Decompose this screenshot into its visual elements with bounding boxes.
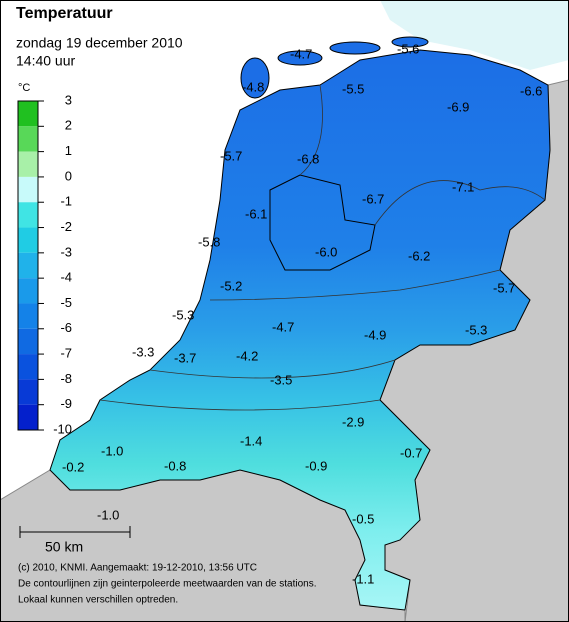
station-value: -4.7 — [272, 319, 294, 334]
legend-tick-label: -10 — [53, 421, 72, 436]
netherlands — [49, 49, 551, 611]
station-value: -6.0 — [315, 244, 337, 259]
station-value: -0.9 — [305, 458, 327, 473]
legend-tick-label: -6 — [60, 320, 72, 335]
station-value: -4.9 — [364, 327, 386, 342]
scale-label: 50 km — [45, 539, 83, 555]
legend-swatch — [18, 227, 38, 253]
legend-tick-label: -5 — [60, 295, 72, 310]
footer-line: (c) 2010, KNMI. Aangemaakt: 19-12-2010, … — [18, 563, 257, 574]
station-value: -0.2 — [62, 459, 84, 474]
legend-tick-label: 2 — [65, 118, 72, 133]
station-value: -0.5 — [352, 511, 374, 526]
station-value: -1.4 — [240, 433, 262, 448]
legend-swatch — [18, 202, 38, 228]
legend-swatch — [18, 328, 38, 355]
station-value: -1.1 — [352, 571, 374, 586]
station-value: -0.8 — [164, 458, 186, 473]
legend-frame — [17, 100, 39, 431]
station-value: -6.8 — [297, 151, 319, 166]
station-value: -5.8 — [198, 234, 220, 249]
station-value: -3.7 — [174, 350, 196, 365]
legend-swatch — [18, 404, 38, 430]
legend-swatch — [18, 126, 38, 152]
legend-swatch — [18, 379, 38, 405]
station-value: -3.3 — [132, 344, 154, 359]
ijsselmeer — [269, 174, 376, 271]
station-value: -5.5 — [342, 81, 364, 96]
legend-swatch — [18, 303, 38, 329]
legend-tick-label: -7 — [60, 346, 72, 361]
station-value: -0.7 — [400, 445, 422, 460]
station-value: -6.7 — [362, 191, 384, 206]
station-value: -5.7 — [493, 280, 515, 295]
station-value: -5.7 — [220, 148, 242, 163]
station-value: -6.1 — [245, 206, 267, 221]
legend-tick-label: 0 — [65, 168, 72, 183]
legend-swatch — [18, 354, 38, 380]
legend-swatch — [18, 252, 38, 279]
sea-north — [380, 0, 569, 70]
contour — [99, 84, 546, 411]
island — [391, 36, 429, 48]
legend-swatch — [18, 151, 38, 177]
legend-tick-label: -3 — [60, 244, 72, 259]
station-value: -1.0 — [97, 507, 119, 522]
legend-tick-label: 1 — [65, 143, 72, 158]
footer: (c) 2010, KNMI. Aangemaakt: 19-12-2010, … — [18, 563, 317, 606]
legend-tick-label: -8 — [60, 371, 72, 386]
legend-swatch — [18, 101, 38, 127]
legend-tick-label: -4 — [60, 270, 72, 285]
footer-line: De contourlijnen zijn geinterpoleerde me… — [18, 579, 317, 590]
island — [277, 50, 323, 66]
island — [240, 57, 270, 99]
station-value: -4.8 — [242, 79, 264, 94]
station-value: -5.3 — [465, 322, 487, 337]
time: 14:40 uur — [16, 53, 75, 69]
station-value: -1.0 — [101, 443, 123, 458]
station-value: -5.3 — [172, 307, 194, 322]
legend-tick-label: -9 — [60, 396, 72, 411]
title: Temperatuur — [16, 5, 113, 22]
station-value: -6.9 — [447, 99, 469, 114]
footer-line: Lokaal kunnen verschillen optreden. — [18, 595, 178, 606]
legend-swatch — [18, 176, 38, 203]
legend-tick-label: 3 — [65, 92, 72, 107]
station-value: -2.9 — [342, 414, 364, 429]
legend-tick-label: -1 — [60, 194, 72, 209]
station-value: -7.1 — [452, 179, 474, 194]
legend-tick-label: -2 — [60, 219, 72, 234]
station-value: -4.7 — [290, 46, 312, 61]
station-value: -6.6 — [520, 83, 542, 98]
station-value: -3.5 — [270, 372, 292, 387]
island — [329, 41, 381, 55]
date: zondag 19 december 2010 — [16, 35, 183, 51]
unit: °C — [18, 82, 30, 94]
station-value: -4.2 — [236, 348, 258, 363]
station-value: -5.6 — [397, 41, 419, 56]
station-value: -5.2 — [220, 278, 242, 293]
station-value: -6.2 — [408, 248, 430, 263]
legend-swatch — [18, 278, 38, 304]
